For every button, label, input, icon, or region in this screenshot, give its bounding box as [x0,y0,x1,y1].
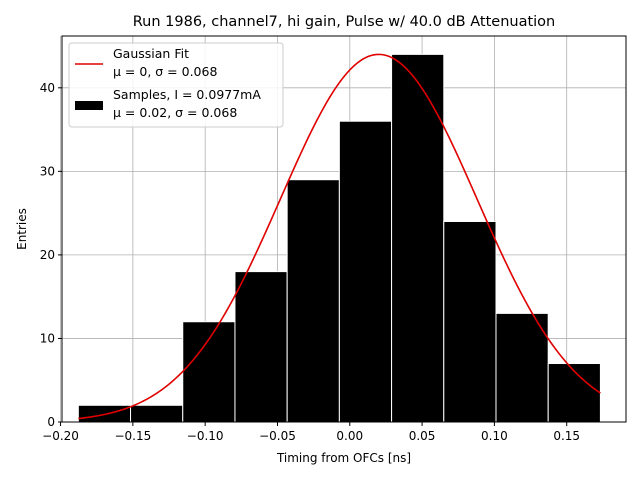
chart-title: Run 1986, channel7, hi gain, Pulse w/ 40… [133,14,556,30]
y-tick-label: 10 [40,331,55,345]
legend-fit-stats: μ = 0, σ = 0.068 [113,64,217,79]
gaussian-fit-curve [78,53,601,420]
x-axis-ticks: −0.20 −0.15 −0.10 −0.05 0.00 0.05 0.10 0.15 [42,422,580,443]
legend-samples-stats: μ = 0.02, σ = 0.068 [113,105,237,120]
histogram-bar [443,220,497,423]
histogram-bar [495,312,549,423]
histogram-bar [182,321,236,423]
histogram-bar [77,404,132,423]
x-tick-label: −0.15 [114,429,151,443]
x-tick-label: 0.05 [409,429,436,443]
x-tick-label: 0.10 [481,429,508,443]
histogram-bar [130,404,184,423]
legend-samples-swatch [75,101,103,110]
x-tick-label: 0.15 [553,429,580,443]
x-axis-label: Timing from OFCs [ns] [276,451,411,465]
histogram-bar [547,363,601,423]
y-axis-label: Entries [15,208,29,250]
legend-box [68,42,284,128]
y-tick-label: 30 [40,164,55,178]
x-tick-label: −0.10 [187,429,224,443]
histogram-bar [338,120,393,423]
x-tick-label: 0.00 [336,429,363,443]
histogram-bars [77,53,601,423]
legend-fit-name: Gaussian Fit [113,46,189,61]
y-tick-label: 0 [47,415,55,429]
legend: Gaussian Fit μ = 0, σ = 0.068 Samples, I… [68,42,284,128]
y-tick-label: 40 [40,81,55,95]
histogram-bar [391,53,445,423]
axes-frame [61,35,627,423]
x-tick-label: −0.20 [42,429,79,443]
histogram-bar [286,179,340,423]
x-tick-label: −0.05 [259,429,296,443]
legend-samples-name: Samples, I = 0.0977mA [113,87,261,102]
histogram-bar [234,271,288,423]
y-tick-label: 20 [40,248,55,262]
y-axis-ticks: 0 10 20 30 40 [40,81,62,429]
